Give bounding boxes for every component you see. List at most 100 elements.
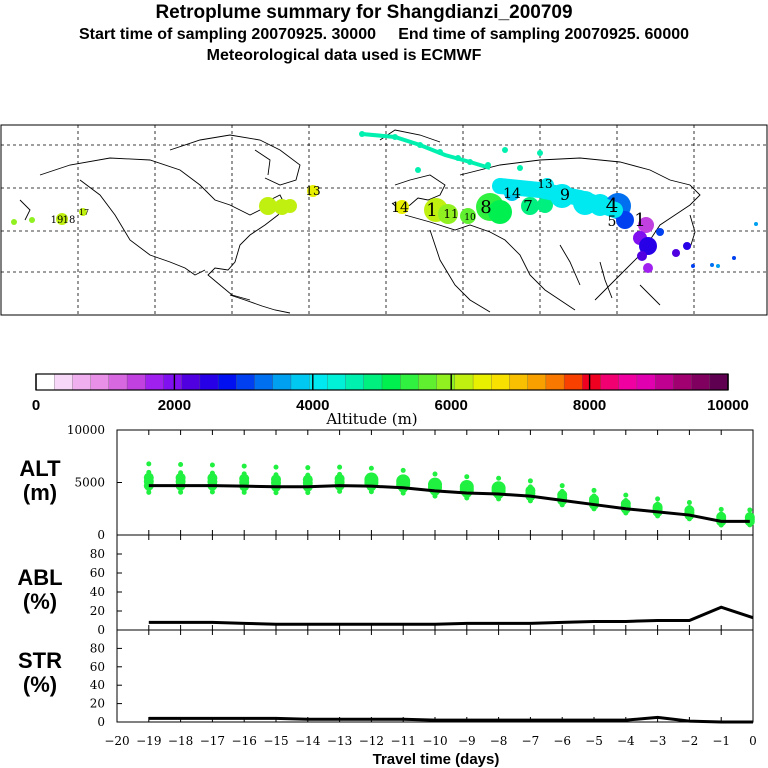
plume-marker <box>754 222 758 226</box>
altitude-cluster-point <box>146 469 152 475</box>
altitude-cluster-point <box>337 471 343 477</box>
y-tick-label: 40 <box>90 678 105 692</box>
plume-marker <box>415 167 421 173</box>
plume-marker <box>56 213 68 225</box>
chart-title: Retroplume summary for Shangdianzi_20070… <box>155 2 573 23</box>
altitude-cluster-point <box>591 487 597 493</box>
plume-label: 10 <box>464 213 476 223</box>
plume-marker <box>438 204 458 224</box>
colorbar-cell <box>436 373 456 391</box>
plume-marker <box>691 264 695 268</box>
x-axis-label: Travel time (days) <box>373 751 500 768</box>
colorbar-tick-label: 6000 <box>435 397 468 414</box>
plume-marker <box>637 251 647 261</box>
plume-label: 13 <box>537 177 552 191</box>
y-tick-label: 40 <box>90 585 105 599</box>
plume-marker <box>656 228 664 236</box>
colorbar-cell <box>418 373 438 391</box>
colorbar-cell <box>545 373 565 391</box>
altitude-cluster-point <box>273 472 279 478</box>
altitude-cluster-point <box>400 474 406 480</box>
altitude-cluster-point <box>623 497 629 503</box>
colorbar-cell <box>254 373 274 391</box>
x-tick-label: −8 <box>490 734 508 748</box>
colorbar-cell <box>709 373 729 391</box>
x-tick-label: −19 <box>136 734 161 748</box>
altitude-cluster-point <box>591 493 597 499</box>
colorbar-cell <box>472 373 492 391</box>
colorbar-cell <box>54 373 74 391</box>
plume-label: 14 <box>391 200 409 216</box>
altitude-cluster-point <box>747 511 753 517</box>
altitude-cluster-point <box>464 474 470 480</box>
map-frame <box>0 124 768 316</box>
abl-panel-frame <box>116 534 754 631</box>
x-tick-label: −4 <box>617 734 635 748</box>
colorbar-cell <box>35 373 55 391</box>
y-tick-label: 0 <box>97 528 105 542</box>
colorbar-cell <box>491 373 511 391</box>
met-data-line: Meteorological data used is ECMWF <box>206 47 482 64</box>
plume-marker <box>259 197 277 215</box>
plume-marker <box>537 150 543 156</box>
altitude-cluster-point <box>241 489 247 495</box>
plume-label: 8 <box>480 197 491 218</box>
plume-marker <box>521 197 539 215</box>
colorbar-tick-label: 0 <box>32 397 40 414</box>
altitude-cluster-point <box>686 500 692 506</box>
colorbar-cell <box>199 373 219 391</box>
colorbar-cell <box>72 373 92 391</box>
altitude-cluster-point <box>496 475 502 481</box>
time-series-panels: ALT (m) ABL (%) STR (%) 0 5000 10000 0 20 40 6… <box>17 423 756 768</box>
colorbar-cell <box>673 373 693 391</box>
y-tick-label: 20 <box>90 697 105 711</box>
plume-marker <box>537 197 553 213</box>
plume-marker <box>283 199 297 213</box>
altitude-cluster-point <box>655 501 661 507</box>
y-tick-label: 0 <box>97 623 105 637</box>
x-tick-label: −9 <box>458 734 476 748</box>
plume-label: 5 <box>608 214 617 230</box>
plume-marker <box>488 200 512 224</box>
x-tick-label: 0 <box>749 734 757 748</box>
plume-label: 1 <box>426 200 437 221</box>
colorbar-cell <box>345 373 365 391</box>
y-tick-label: 60 <box>90 660 105 674</box>
series-line <box>148 484 750 523</box>
altitude-cluster-point <box>527 478 533 484</box>
altitude-cluster-point <box>241 463 247 469</box>
colorbar-cell <box>454 373 474 391</box>
altitude-cluster-point <box>273 464 279 470</box>
x-tick-label: −18 <box>168 734 193 748</box>
series-line <box>148 605 754 626</box>
series-line <box>148 715 753 724</box>
plume-marker <box>683 242 691 250</box>
y-tick-label: 80 <box>90 641 105 655</box>
plume-marker <box>29 217 35 223</box>
retroplume-markers <box>11 131 758 273</box>
altitude-colorbar: 0 2000 4000 6000 8000 10000 Altitude (m) <box>32 373 749 428</box>
plume-marker <box>643 263 653 273</box>
colorbar-cell <box>655 373 675 391</box>
str-unit: (%) <box>23 672 57 697</box>
plume-marker <box>732 256 736 260</box>
plume-label: 18 <box>63 215 76 226</box>
colorbar-cell <box>163 373 183 391</box>
x-axis-ticks: −20 −19 −18 −17 −16 −15 −14 −13 −12 −11 −10 −9 −8 −7−… <box>104 430 757 748</box>
colorbar-label: Altitude (m) <box>325 410 417 428</box>
str-label: STR <box>18 648 62 673</box>
plume-band <box>492 178 623 218</box>
map-gridlines <box>1 125 767 315</box>
abl-label: ABL <box>17 565 62 590</box>
altitude-cluster-point <box>146 461 152 467</box>
x-tick-label: −11 <box>391 734 416 748</box>
plume-track <box>361 132 491 170</box>
plume-marker <box>11 219 17 225</box>
panel-plot-content: 0 5000 10000 0 20 40 60 80 0 20 40 60 80 <box>67 423 755 729</box>
plume-marker <box>638 217 654 233</box>
y-tick-label: 10000 <box>67 423 105 437</box>
x-tick-label: −7 <box>522 734 540 748</box>
plume-label: 7 <box>523 197 533 215</box>
x-tick-label: −2 <box>681 734 699 748</box>
